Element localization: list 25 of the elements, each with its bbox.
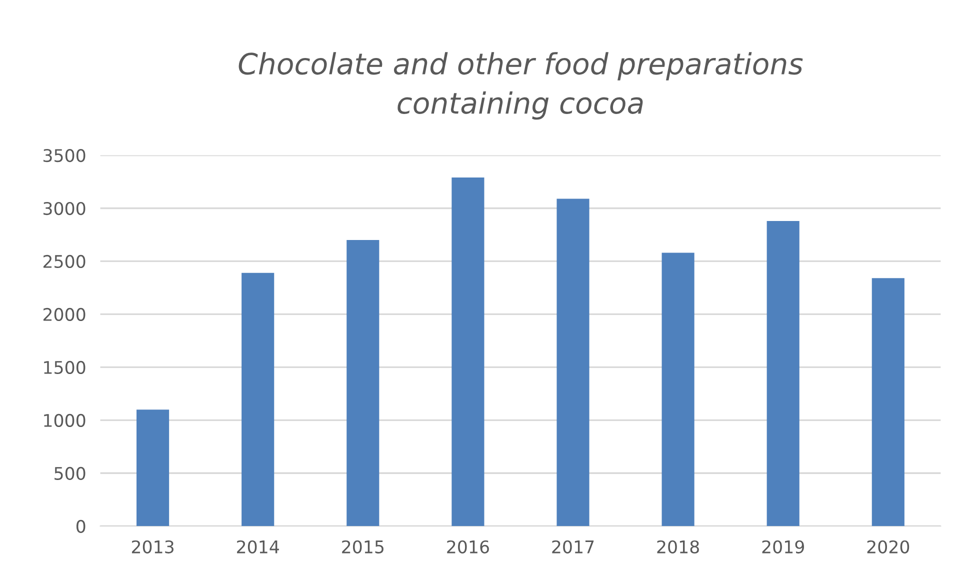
bar: [346, 240, 380, 526]
y-tick-label: 0: [76, 520, 86, 533]
bar: [872, 278, 904, 526]
y-tick-label: 500: [54, 466, 86, 480]
bar: [662, 252, 694, 526]
y-tick-label: 1000: [44, 414, 86, 428]
bar: [242, 272, 274, 526]
x-tick-label: 2015: [342, 540, 384, 554]
x-tick-label: 2020: [867, 540, 910, 554]
y-tick-label: 1500: [44, 360, 86, 374]
x-tick-label: 2017: [552, 540, 594, 554]
bar: [136, 410, 170, 526]
x-tick-label: 2016: [447, 540, 489, 554]
x-tick-label: 2013: [132, 540, 174, 554]
x-tick-label: 2018: [657, 540, 699, 554]
x-tick-label: 2014: [237, 540, 279, 554]
chart-title: Chocolate and other food preparations containing cocoa: [238, 52, 803, 120]
y-tick-label: 3000: [44, 202, 86, 216]
bar: [766, 220, 800, 526]
x-tick-label: 2019: [762, 540, 804, 554]
y-tick-label: 2000: [43, 308, 86, 322]
bar: [452, 178, 484, 526]
bar: [556, 198, 590, 526]
y-tick-label: 3500: [44, 148, 86, 162]
y-tick-label: 2500: [43, 254, 86, 268]
